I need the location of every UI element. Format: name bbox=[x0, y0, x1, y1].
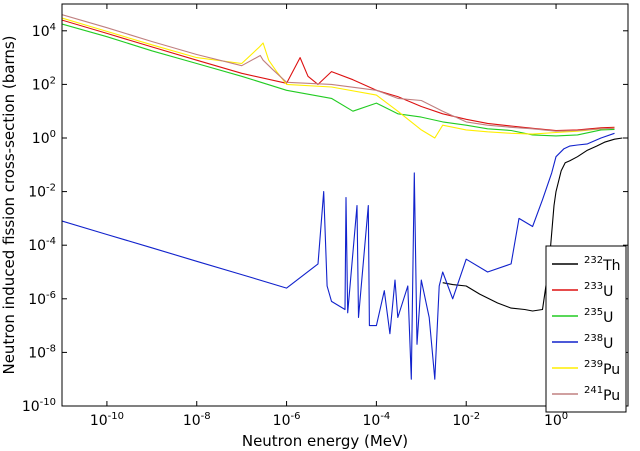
legend-label-241pu: 241Pu bbox=[584, 385, 620, 404]
y-tick-label: 100 bbox=[32, 129, 56, 147]
legend-label-232th: 232Th bbox=[584, 255, 621, 274]
series-layer bbox=[62, 14, 623, 380]
y-tick-label: 10-4 bbox=[28, 236, 56, 254]
y-tick-label: 10-10 bbox=[22, 397, 56, 415]
x-tick-label: 10-8 bbox=[183, 411, 211, 429]
y-tick-label: 104 bbox=[32, 22, 56, 40]
legend: 232Th 233U 235U 238U 239Pu 241Pu bbox=[545, 245, 627, 413]
y-axis-ticks: 10-10 10-8 10-6 10-4 10-2 100 102 104 bbox=[22, 22, 628, 415]
series-line-238u bbox=[62, 132, 615, 380]
legend-label-233u: 233U bbox=[584, 281, 613, 300]
legend-label-239pu: 239Pu bbox=[584, 359, 620, 378]
y-tick-label: 10-8 bbox=[28, 343, 56, 361]
x-axis-ticks: 10-10 10-8 10-6 10-4 10-2 100 bbox=[90, 4, 568, 429]
x-tick-label: 100 bbox=[544, 411, 568, 429]
series-line-241pu bbox=[62, 14, 615, 132]
x-tick-label: 10-4 bbox=[362, 411, 390, 429]
y-tick-label: 10-2 bbox=[28, 183, 56, 201]
series-line-232th bbox=[442, 137, 623, 312]
x-tick-label: 10-2 bbox=[452, 411, 480, 429]
series-line-239pu bbox=[62, 17, 615, 139]
legend-label-235u: 235U bbox=[584, 307, 613, 326]
y-tick-label: 102 bbox=[32, 75, 56, 93]
x-axis-title: Neutron energy (MeV) bbox=[242, 432, 408, 450]
series-line-235u bbox=[62, 23, 615, 137]
x-tick-label: 10-6 bbox=[273, 411, 301, 429]
x-tick-label: 10-10 bbox=[90, 411, 124, 429]
legend-label-238u: 238U bbox=[584, 333, 613, 352]
plot-frame bbox=[61, 3, 629, 407]
y-axis-title: Neutron induced fission cross-section (b… bbox=[0, 35, 18, 374]
y-tick-label: 10-6 bbox=[28, 290, 56, 308]
legend-box bbox=[545, 245, 627, 413]
